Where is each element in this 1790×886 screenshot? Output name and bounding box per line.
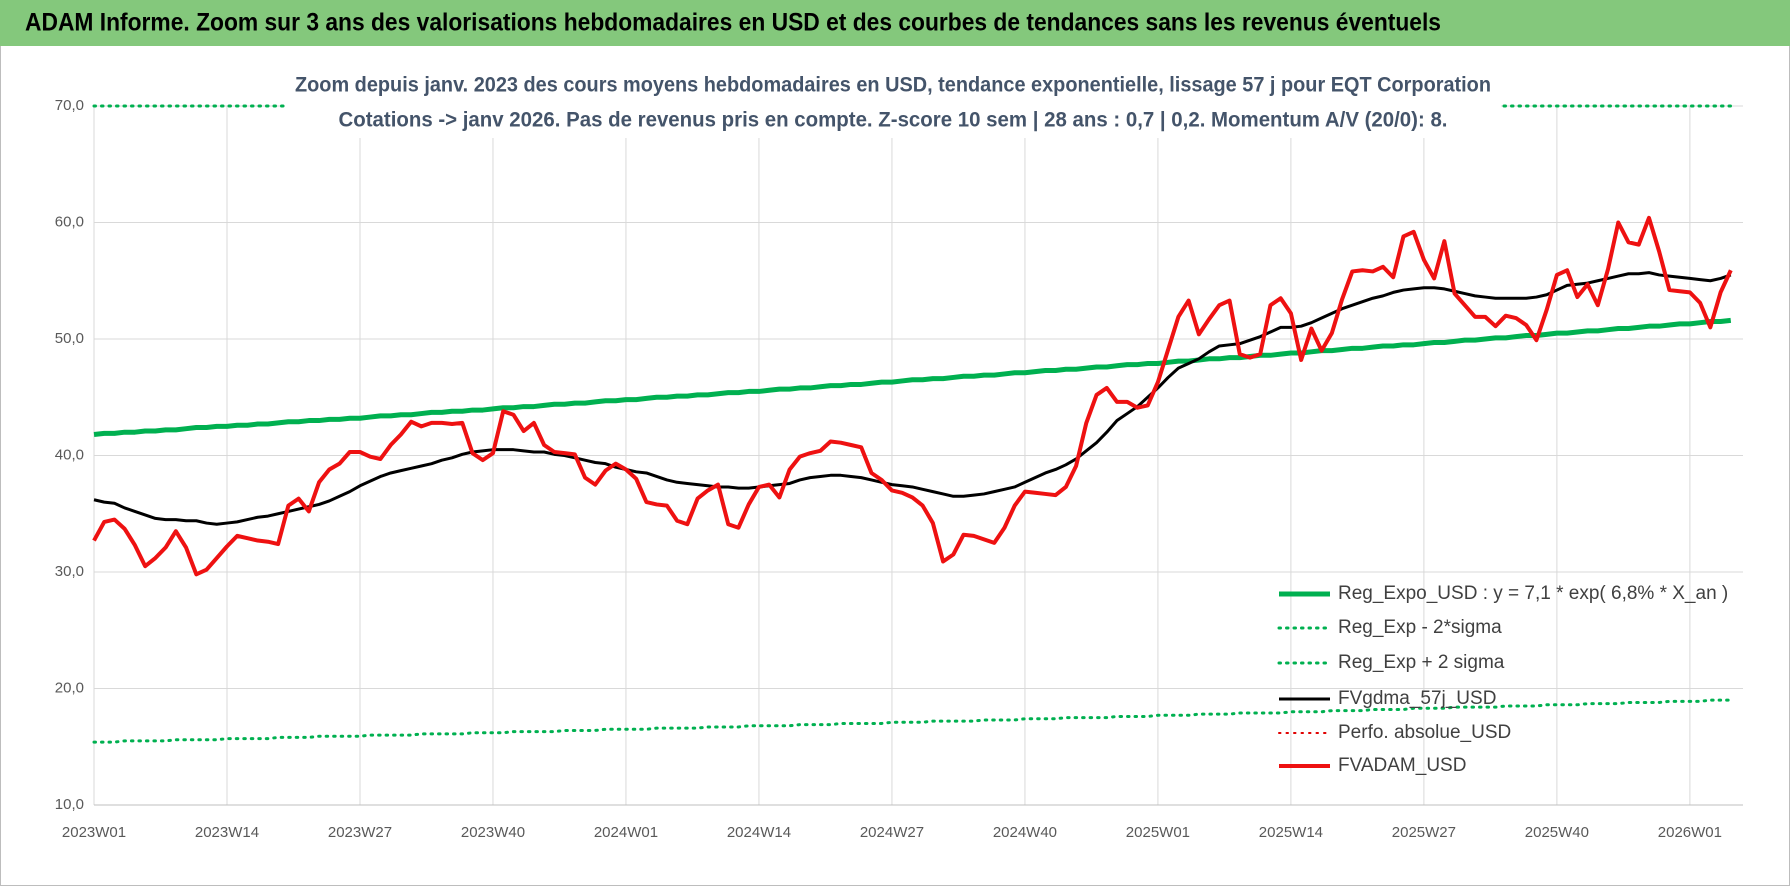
y-tick-label: 50,0 (55, 330, 84, 347)
x-tick-label: 2025W40 (1525, 824, 1589, 841)
x-tick-label: 2025W14 (1259, 824, 1323, 841)
x-tick-label: 2024W40 (993, 824, 1057, 841)
series-line (93, 317, 1732, 438)
legend-label: Reg_Exp + 2 sigma (1338, 652, 1505, 673)
subtitle-background (285, 70, 1501, 138)
y-tick-label: 40,0 (55, 446, 84, 463)
x-tick-label: 2023W14 (195, 824, 259, 841)
x-tick-label: 2024W01 (594, 824, 658, 841)
legend-label: Perfo. absolue_USD (1338, 722, 1511, 743)
series-line (92, 215, 1733, 577)
y-tick-label: 70,0 (55, 97, 84, 114)
x-tick-label: 2025W01 (1126, 824, 1190, 841)
series-line (93, 271, 1732, 526)
legend-label: Reg_Expo_USD : y = 7,1 * exp( 6,8% * X_a… (1338, 583, 1728, 604)
x-tick-label: 2024W27 (860, 824, 924, 841)
title-bar (0, 0, 1790, 46)
legend-label: FVgdma_57j_USD (1338, 688, 1496, 709)
subtitle: Zoom depuis janv. 2023 des cours moyens … (295, 74, 1491, 97)
y-tick-label: 20,0 (55, 679, 84, 696)
x-tick-label: 2024W14 (727, 824, 791, 841)
x-tick-label: 2026W01 (1658, 824, 1722, 841)
x-tick-label: 2023W27 (328, 824, 392, 841)
chart-title: ADAM Informe. Zoom sur 3 ans des valoris… (25, 9, 1441, 37)
y-tick-label: 60,0 (55, 213, 84, 230)
x-tick-label: 2023W40 (461, 824, 525, 841)
x-tick-label: 2023W01 (62, 824, 126, 841)
series-line (92, 698, 1733, 744)
subtitle: Cotations -> janv 2026. Pas de revenus p… (339, 109, 1448, 132)
x-tick-label: 2025W27 (1392, 824, 1456, 841)
y-tick-label: 10,0 (55, 796, 84, 813)
legend-label: FVADAM_USD (1338, 755, 1466, 776)
legend-label: Reg_Exp - 2*sigma (1338, 617, 1502, 638)
legend: Reg_Expo_USD : y = 7,1 * exp( 6,8% * X_a… (1277, 583, 1728, 776)
y-tick-label: 30,0 (55, 563, 84, 580)
